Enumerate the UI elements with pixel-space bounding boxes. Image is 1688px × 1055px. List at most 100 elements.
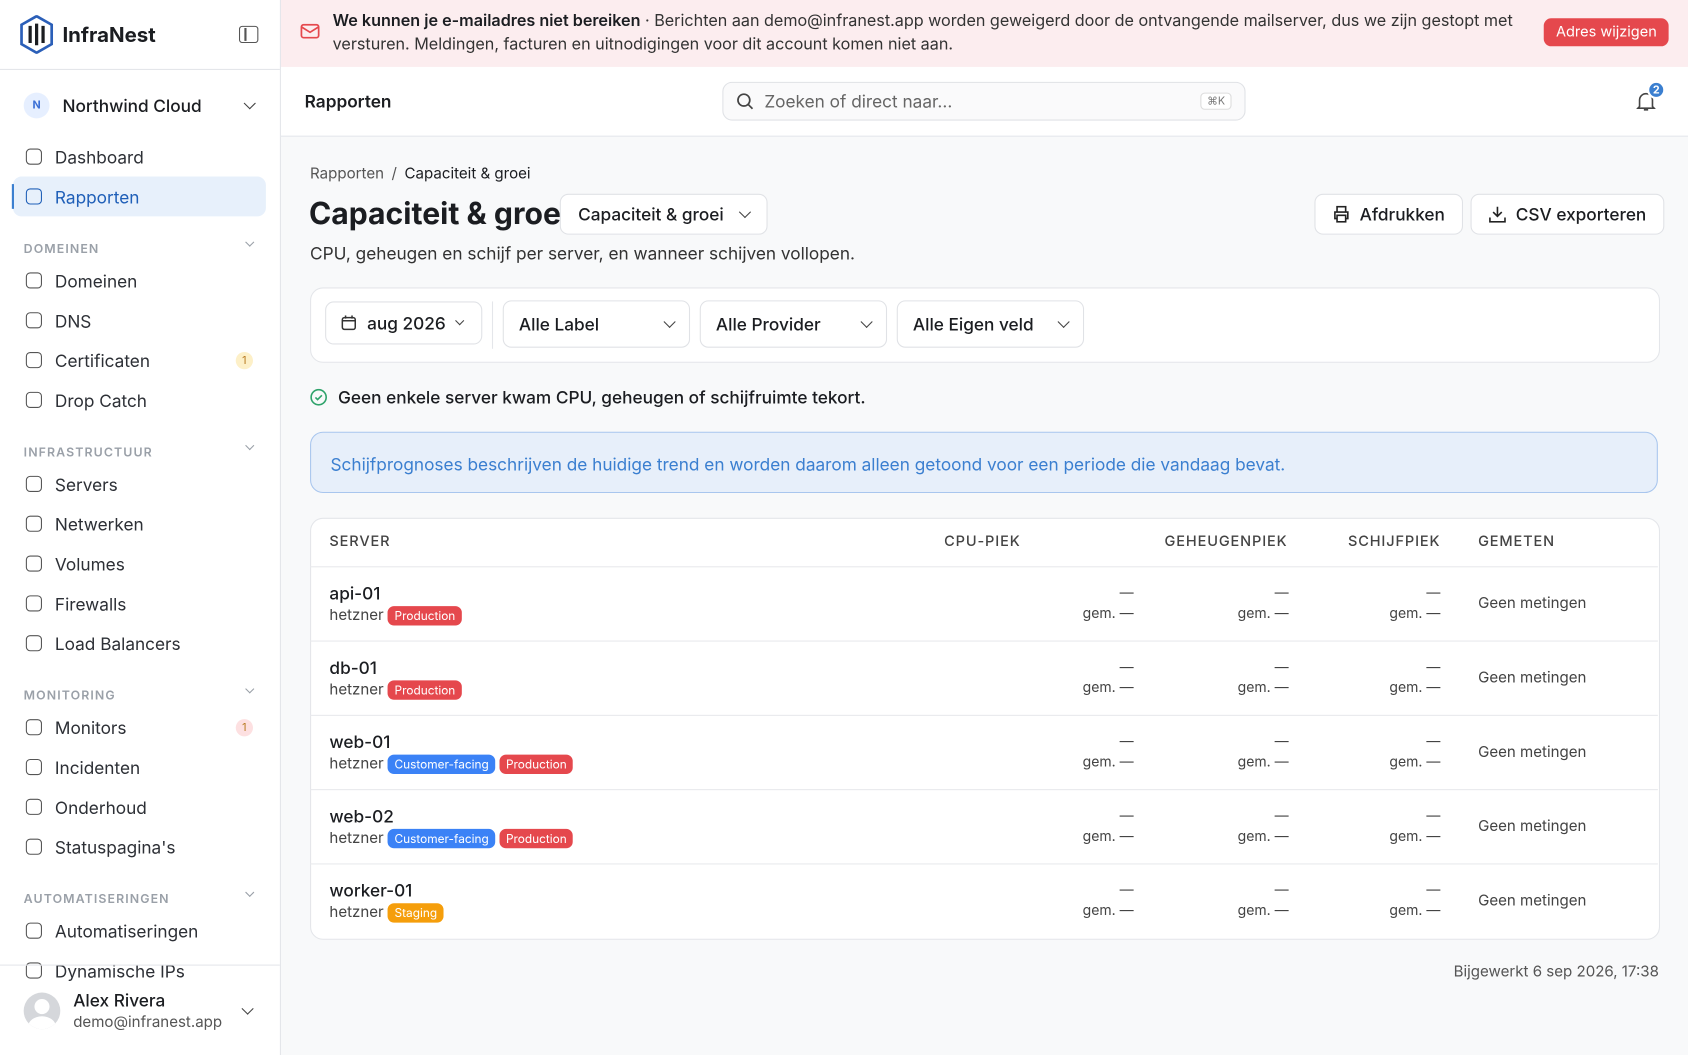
nav-item[interactable]: DNS (13, 300, 266, 340)
measured: Geen metingen (1478, 668, 1587, 687)
metric-disk: — gem. — (1389, 583, 1440, 624)
banner-text: We kunnen je e-mailadres niet bereiken ·… (333, 9, 1539, 56)
calendar-icon (341, 315, 357, 331)
server-meta: hetzner Customer-facing Production (329, 828, 574, 849)
nav-label: Netwerken (54, 512, 144, 535)
nav-item[interactable]: Incidenten (13, 747, 266, 787)
info-text: Schijfprognoses beschrijven de huidige t… (330, 453, 1286, 475)
nav-section[interactable]: DOMEINEN (13, 216, 266, 260)
tag: Customer-facing (388, 754, 496, 775)
topbar: Rapporten Zoeken of direct naar... ⌘K 2 (280, 66, 1688, 137)
report-select[interactable]: Capaciteit & groei (559, 193, 768, 235)
table-row[interactable] (310, 640, 1658, 716)
nav-section[interactable]: INFRASTRUCTUUR (13, 420, 266, 464)
measured: Geen metingen (1478, 817, 1587, 836)
average: gem. — (1389, 827, 1441, 846)
filter-select[interactable]: Alle Label (502, 300, 691, 348)
nav-section-title: MONITORING (23, 687, 116, 703)
chevron (245, 684, 255, 694)
server-name: worker-01 (329, 879, 413, 902)
peak: — (1119, 807, 1134, 825)
notification-count: 2 (1647, 80, 1666, 100)
period-select[interactable]: aug 2026 (325, 301, 483, 345)
nav-item[interactable]: Rapporten (11, 176, 266, 217)
peak: — (1426, 733, 1441, 751)
page-title: Capaciteit & groei (308, 194, 570, 232)
nav-section-title: AUTOMATISERINGEN (23, 891, 170, 907)
user-name: Alex Rivera (73, 989, 166, 1011)
table-row[interactable] (310, 863, 1658, 938)
print-icon (1334, 205, 1349, 223)
brand-name: InfraNest (62, 22, 156, 47)
search[interactable]: Zoeken of direct naar... ⌘K (722, 81, 1246, 121)
user-avatar (23, 992, 61, 1029)
provider: hetzner (329, 903, 384, 922)
print-button[interactable]: Afdrukken (1314, 193, 1464, 235)
breadcrumb-item[interactable]: Rapporten (310, 164, 385, 184)
nav-item[interactable]: Netwerken (13, 504, 266, 544)
average: gem. — (1082, 605, 1134, 623)
nav-item[interactable]: Load Balancers (13, 623, 266, 663)
metric-mem: — gem. — (1238, 583, 1289, 624)
table-row[interactable] (310, 566, 1658, 641)
nav-item[interactable]: Statuspagina's (13, 827, 266, 867)
average: gem. — (1082, 679, 1134, 697)
nav-item[interactable]: Firewalls (13, 583, 266, 623)
nav-icon (25, 475, 42, 492)
nav-item[interactable]: Certificaten 1 (13, 340, 266, 380)
server-name: web-02 (329, 805, 394, 827)
table-row[interactable] (310, 789, 1658, 864)
nav-item[interactable]: Volumes (13, 544, 266, 584)
filters: aug 2026 Alle Label Alle Provider Alle Eig… (310, 287, 1661, 363)
nav-label: Load Balancers (54, 632, 181, 654)
metric-disk: — gem. — (1389, 658, 1440, 699)
nav-section[interactable]: MONITORING (13, 663, 266, 707)
check-icon (310, 388, 327, 406)
filter-select[interactable]: Alle Provider (699, 300, 888, 348)
shortcut: ⌘K (1200, 92, 1232, 110)
user-menu[interactable]: Alex Rivera demo@infranest.app (23, 989, 259, 1031)
filter-value: Alle Provider (715, 313, 821, 335)
workspace-switcher[interactable]: N Northwind Cloud (23, 92, 261, 119)
metric-mem: — gem. — (1238, 881, 1289, 922)
period-value: aug 2026 (367, 312, 446, 334)
average: gem. — (1237, 679, 1289, 697)
peak: — (1119, 658, 1134, 677)
divider (0, 964, 280, 966)
nav-item[interactable]: Dynamische IPs (13, 951, 266, 991)
provider: hetzner (329, 606, 384, 625)
nav-count: 1 (235, 718, 253, 736)
nav-item[interactable]: Drop Catch (13, 380, 266, 420)
nav-item[interactable]: Automatiseringen (13, 911, 266, 951)
nav-label: Rapporten (54, 185, 140, 208)
server-name: api-01 (329, 582, 381, 604)
nav-icon (25, 719, 42, 736)
column-header[interactable]: SCHIJFPIEK (1347, 532, 1441, 551)
nav-item[interactable]: Servers (13, 464, 266, 504)
nav-item[interactable]: Dashboard (13, 137, 266, 177)
table-row[interactable] (310, 714, 1658, 790)
nav-section[interactable]: AUTOMATISERINGEN (13, 867, 266, 911)
peak: — (1426, 881, 1441, 899)
column-header[interactable]: SERVER (329, 532, 391, 551)
column-header[interactable]: CPU-PIEK (944, 532, 1021, 551)
nav-item[interactable]: Monitors 1 (13, 707, 266, 747)
csv-button[interactable]: CSV exporteren (1470, 193, 1665, 235)
nav-item[interactable]: Domeinen (13, 261, 266, 301)
tag: Customer-facing (388, 828, 496, 849)
filter-value: Alle Eigen veld (912, 313, 1034, 335)
filter-select[interactable]: Alle Eigen veld (896, 300, 1085, 348)
banner-message: · Berichten aan demo@infranest.app worde… (332, 9, 1513, 54)
change-address-button[interactable]: Adres wijzigen (1544, 18, 1669, 47)
column-header[interactable]: GEMETEN (1478, 532, 1556, 551)
page-description: CPU, geheugen en schijf per server, en w… (310, 242, 856, 264)
nav-item[interactable]: Onderhoud (13, 787, 266, 827)
average: gem. — (1237, 827, 1289, 846)
column-header[interactable]: GEHEUGENPIEK (1164, 532, 1288, 551)
collapse-button[interactable] (238, 25, 259, 44)
server-table (310, 517, 1661, 940)
email-banner: We kunnen je e-mailadres niet bereiken ·… (280, 0, 1688, 68)
nav-icon (25, 515, 42, 532)
nav-label: Statuspagina's (54, 835, 176, 858)
